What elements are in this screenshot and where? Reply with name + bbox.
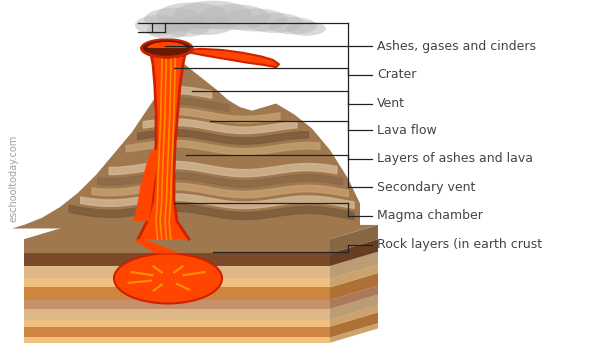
Polygon shape <box>24 239 330 253</box>
Polygon shape <box>330 286 378 309</box>
Polygon shape <box>24 266 330 278</box>
Polygon shape <box>24 278 330 287</box>
Polygon shape <box>330 305 378 327</box>
Polygon shape <box>24 253 330 266</box>
Text: Ashes, gases and cinders: Ashes, gases and cinders <box>377 40 536 53</box>
Text: Rock layers (in earth crust: Rock layers (in earth crust <box>377 238 542 251</box>
Ellipse shape <box>148 42 187 54</box>
Polygon shape <box>330 252 378 278</box>
Ellipse shape <box>246 13 304 33</box>
Polygon shape <box>133 150 161 221</box>
Polygon shape <box>160 97 229 111</box>
Ellipse shape <box>114 253 222 303</box>
Polygon shape <box>160 66 178 72</box>
Ellipse shape <box>142 39 193 57</box>
Polygon shape <box>185 49 279 67</box>
Polygon shape <box>126 140 320 155</box>
Polygon shape <box>330 305 378 327</box>
Polygon shape <box>12 46 360 228</box>
Polygon shape <box>330 225 378 253</box>
Polygon shape <box>138 50 189 239</box>
Ellipse shape <box>156 2 228 30</box>
Text: Layers of ashes and lava: Layers of ashes and lava <box>377 152 533 165</box>
Ellipse shape <box>135 15 183 35</box>
Polygon shape <box>155 108 280 123</box>
Text: eschooltoday.com: eschooltoday.com <box>8 135 18 222</box>
Polygon shape <box>24 287 330 300</box>
Polygon shape <box>330 252 378 278</box>
Polygon shape <box>330 239 378 266</box>
Ellipse shape <box>286 21 326 36</box>
Polygon shape <box>98 172 343 187</box>
Polygon shape <box>92 183 349 198</box>
Polygon shape <box>330 295 378 320</box>
Polygon shape <box>330 312 378 337</box>
Ellipse shape <box>180 15 234 35</box>
Ellipse shape <box>269 17 317 34</box>
Polygon shape <box>69 204 354 220</box>
Polygon shape <box>137 130 308 144</box>
Text: Magma chamber: Magma chamber <box>377 210 482 222</box>
Polygon shape <box>24 337 330 343</box>
Polygon shape <box>80 194 354 208</box>
Polygon shape <box>330 273 378 300</box>
Polygon shape <box>109 161 337 177</box>
Ellipse shape <box>147 22 189 39</box>
Polygon shape <box>330 239 378 266</box>
Ellipse shape <box>144 8 204 31</box>
Polygon shape <box>132 239 180 253</box>
Polygon shape <box>330 295 378 320</box>
Polygon shape <box>143 119 297 134</box>
Polygon shape <box>330 323 378 343</box>
Polygon shape <box>330 225 378 253</box>
Polygon shape <box>330 323 378 343</box>
Text: Crater: Crater <box>377 69 416 81</box>
Polygon shape <box>160 76 194 84</box>
Text: Lava flow: Lava flow <box>377 124 437 137</box>
Ellipse shape <box>162 18 210 37</box>
Polygon shape <box>330 264 378 287</box>
Ellipse shape <box>198 4 270 30</box>
Polygon shape <box>24 309 330 320</box>
Polygon shape <box>160 86 212 98</box>
Polygon shape <box>24 225 378 239</box>
Polygon shape <box>24 327 330 337</box>
Polygon shape <box>330 286 378 309</box>
Ellipse shape <box>174 1 252 29</box>
Polygon shape <box>24 320 330 327</box>
Ellipse shape <box>222 9 288 31</box>
Polygon shape <box>330 312 378 337</box>
Polygon shape <box>115 151 326 166</box>
Text: Vent: Vent <box>377 97 405 110</box>
Polygon shape <box>330 273 378 300</box>
Polygon shape <box>24 300 330 309</box>
Polygon shape <box>330 264 378 287</box>
Text: Secondary vent: Secondary vent <box>377 181 475 194</box>
